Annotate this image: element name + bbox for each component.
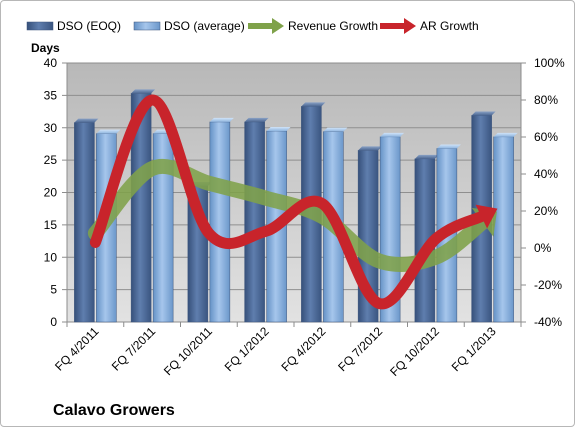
legend-item: Revenue Growth [248, 18, 378, 34]
x-tick-label: FQ 7/2011 [109, 324, 159, 374]
y2-tick-label: 40% [534, 167, 558, 181]
x-tick-label: FQ 7/2012 [335, 324, 385, 374]
legend-item: DSO (EOQ) [26, 19, 121, 33]
y2-tick-label: 100% [534, 56, 565, 70]
y-tick-label: 10 [44, 250, 58, 264]
ar-growth-arrow-line [89, 94, 487, 310]
bar-dso-eoq-top [131, 89, 156, 94]
bar-dso-average-body [209, 121, 231, 323]
bar-dso-average-top [266, 126, 291, 131]
y-tick-label: 30 [44, 121, 58, 135]
bar-dso-average-body [493, 136, 514, 323]
y-tick-label: 20 [44, 186, 58, 200]
y2-axis-ticks: -40% -20% 0% 20% 40% 60% 80% 100% [521, 56, 565, 329]
bar-dso-eoq [74, 118, 99, 323]
bar-dso-eoq-top [471, 111, 496, 116]
y-tick-label: 35 [44, 88, 58, 102]
chart-title: Calavo Growers [53, 402, 175, 419]
y2-tick-label: -40% [534, 315, 562, 329]
legend-label: Revenue Growth [288, 19, 378, 33]
revenue-growth-arrow-line [87, 158, 491, 272]
ar-growth-arrow [89, 94, 498, 310]
legend-arrow-head [272, 18, 284, 34]
x-tick-label: FQ 4/2011 [52, 324, 102, 374]
bar-dso-average-top [209, 117, 234, 122]
y-tick-label: 15 [44, 218, 58, 232]
bar-dso-eoq-body [244, 121, 265, 323]
bar-dso-average [152, 129, 178, 323]
x-axis-ticks: FQ 4/2011 FQ 7/2011 FQ 10/2011 FQ 1/2012 FQ … [52, 322, 522, 379]
bar-dso-eoq-top [358, 146, 383, 151]
y-axis-ticks: 0 5 10 15 20 25 30 35 40 [44, 56, 67, 329]
y2-tick-label: 60% [534, 130, 558, 144]
legend-swatch [26, 21, 54, 31]
bar-dso-average-top [493, 132, 518, 137]
y2-tick-label: 80% [534, 93, 558, 107]
bar-dso-eoq-top [301, 102, 326, 107]
y2-tick-label: 20% [534, 204, 558, 218]
bar-dso-eoq-top [244, 117, 269, 122]
legend-item: AR Growth [380, 18, 479, 34]
legend-swatch [133, 21, 161, 31]
legend-label: AR Growth [420, 19, 479, 33]
legend-label: DSO (EOQ) [57, 19, 121, 33]
x-tick-label: FQ 10/2012 [387, 324, 442, 379]
bar-dso-average-top [380, 132, 405, 137]
y-tick-label: 0 [50, 315, 57, 329]
x-tick-label: FQ 10/2011 [161, 324, 215, 378]
x-tick-label: FQ 1/2013 [449, 324, 499, 374]
bar-dso-average [379, 132, 405, 323]
bar-dso-average-top [436, 144, 461, 149]
legend-label: DSO (average) [164, 19, 245, 33]
bar-dso-eoq [130, 89, 156, 323]
y2-tick-label: -20% [534, 278, 562, 292]
y2-tick-label: 0% [534, 241, 552, 255]
y-tick-label: 5 [50, 283, 57, 297]
bar-dso-eoq-top [414, 154, 439, 159]
bar-dso-eoq [414, 154, 439, 323]
bar-dso-eoq [244, 117, 269, 323]
x-tick-label: FQ 4/2012 [279, 324, 329, 374]
bar-dso-average-top [96, 129, 121, 134]
growth-arrows [87, 94, 498, 310]
legend-arrow-head [404, 18, 416, 34]
bar-dso-eoq-body [74, 122, 95, 323]
bar-dso-average-top [323, 127, 348, 132]
legend: DSO (EOQ) DSO (average) Revenue Growth AR G… [26, 18, 479, 34]
y-tick-label: 40 [44, 56, 58, 70]
bar-dso-eoq-top [74, 118, 99, 123]
y-axis-title: Days [31, 41, 60, 55]
legend-item: DSO (average) [133, 19, 245, 33]
y-tick-label: 25 [44, 153, 58, 167]
x-tick-label: FQ 1/2012 [222, 324, 272, 374]
bar-dso-average [209, 117, 234, 323]
ar-growth-arrow-head [475, 204, 498, 229]
